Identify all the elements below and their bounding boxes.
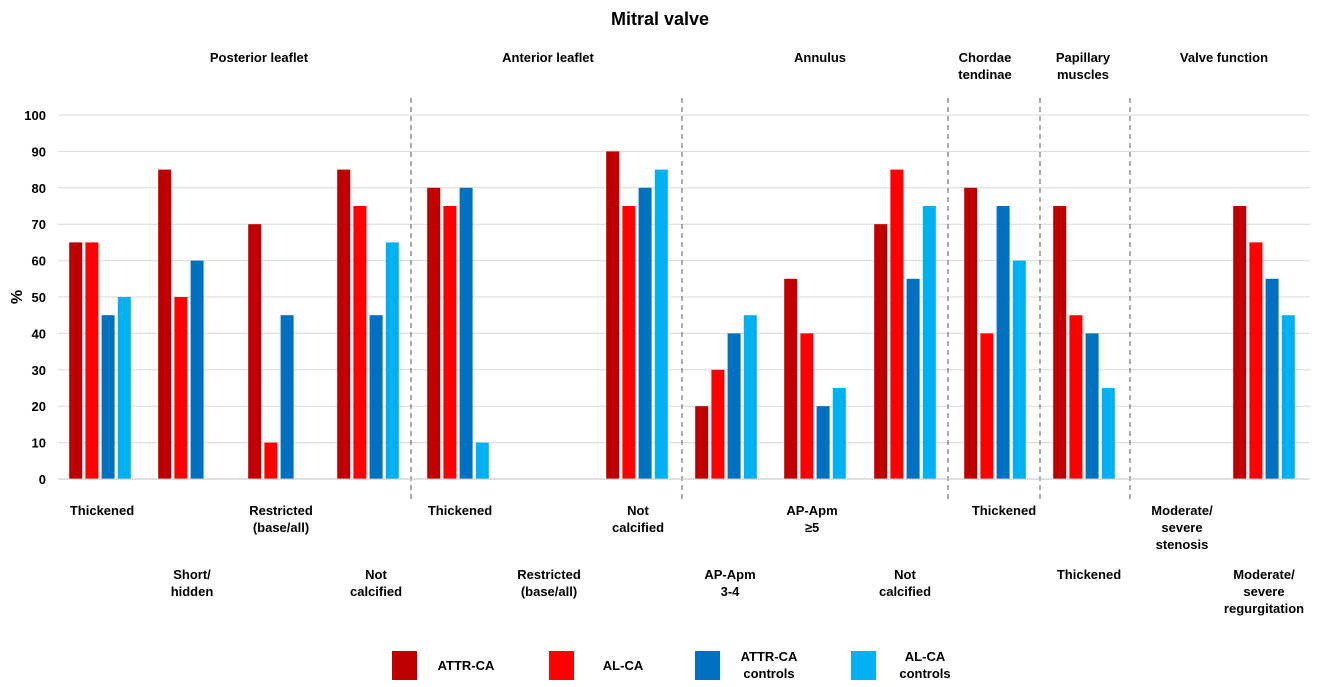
- category-label: Thickened: [1057, 567, 1121, 582]
- y-tick-label: 70: [32, 217, 46, 232]
- bar: [85, 242, 99, 479]
- y-axis-label: %: [9, 290, 26, 304]
- category-label: Moderate/severe regurgitation: [1224, 567, 1304, 616]
- chart-title: Mitral valve: [611, 9, 709, 29]
- bar: [280, 315, 294, 479]
- category-label: Thickened: [972, 503, 1036, 518]
- gridlines: [58, 114, 1310, 444]
- legend-swatch: [695, 651, 720, 680]
- category-label: Moderate/severe stenosis: [1151, 503, 1213, 552]
- group-labels: Posterior leaflet Anterior leaflet Annulus…: [210, 50, 1268, 82]
- bar: [606, 151, 620, 479]
- bar: [743, 315, 757, 479]
- bar: [1101, 388, 1115, 479]
- bar: [906, 278, 920, 479]
- bar: [475, 442, 489, 479]
- bar: [964, 187, 978, 480]
- bar: [1012, 260, 1026, 479]
- bar: [385, 242, 399, 479]
- category-label: Thickened: [70, 503, 134, 518]
- bar: [816, 406, 830, 479]
- category-label: AP-Apm ≥5: [786, 503, 837, 535]
- y-tick-label: 60: [32, 254, 46, 269]
- bar: [174, 297, 188, 479]
- bar: [459, 187, 473, 480]
- bar: [427, 187, 441, 480]
- bar: [1265, 278, 1279, 479]
- bar: [1249, 242, 1263, 479]
- bar: [1233, 206, 1247, 479]
- legend: ATTR-CA AL-CA ATTR-CA controls AL-CA controls: [392, 649, 951, 681]
- bar: [890, 169, 904, 479]
- legend-swatch: [549, 651, 574, 680]
- y-tick-label: 50: [32, 290, 46, 305]
- legend-label: ATTR-CA controls: [741, 649, 798, 681]
- bar: [1085, 333, 1099, 479]
- bar: [443, 206, 457, 479]
- legend-label: AL-CA: [603, 658, 644, 673]
- group-label: Annulus: [794, 50, 846, 65]
- group-label: Chordae tendinae: [958, 50, 1011, 82]
- legend-label: ATTR-CA: [438, 658, 495, 673]
- bar: [800, 333, 814, 479]
- category-label: Restricted (base/all): [517, 567, 581, 599]
- category-label: Not calcified: [612, 503, 664, 535]
- y-tick-label: 90: [32, 144, 46, 159]
- bar: [727, 333, 741, 479]
- y-tick-label: 30: [32, 363, 46, 378]
- bar: [1053, 206, 1067, 479]
- group-label: Anterior leaflet: [502, 50, 594, 65]
- bar: [353, 206, 367, 479]
- bar: [117, 297, 131, 479]
- bar: [980, 333, 994, 479]
- y-tick-label: 20: [32, 399, 46, 414]
- bar: [832, 388, 846, 479]
- bar: [874, 224, 888, 479]
- bar: [922, 206, 936, 479]
- bar: [784, 278, 798, 479]
- group-label: Posterior leaflet: [210, 50, 309, 65]
- y-tick-labels: 0 10 20 30 40 50 60 70 80 90 100: [24, 108, 46, 487]
- category-label: Short/hidden: [171, 567, 214, 599]
- bars: [69, 151, 1295, 480]
- bar: [711, 369, 725, 479]
- category-label: Thickened: [428, 503, 492, 518]
- bar: [638, 187, 652, 480]
- category-label: Not calcified: [350, 567, 402, 599]
- bar: [190, 260, 204, 479]
- bar: [369, 315, 383, 479]
- bar: [654, 169, 668, 479]
- legend-swatch: [392, 651, 417, 680]
- bar: [69, 242, 83, 479]
- bar: [158, 169, 172, 479]
- bar: [337, 169, 351, 479]
- group-label: Papillary muscles: [1056, 50, 1111, 82]
- bar: [101, 315, 115, 479]
- bar: [248, 224, 262, 479]
- bar: [996, 206, 1010, 479]
- y-tick-label: 40: [32, 326, 46, 341]
- y-tick-label: 10: [32, 436, 46, 451]
- bar: [622, 206, 636, 479]
- category-label: Restricted (base/all): [249, 503, 313, 535]
- category-label: Not calcified: [879, 567, 931, 599]
- legend-swatch: [851, 651, 876, 680]
- category-labels: Thickened Short/hidden Restricted (base/all…: [70, 503, 1304, 616]
- legend-label: AL-CA controls: [899, 649, 950, 681]
- bar: [264, 442, 278, 479]
- bar: [1281, 315, 1295, 479]
- group-label: Valve function: [1180, 50, 1268, 65]
- category-label: AP-Apm 3-4: [704, 567, 755, 599]
- y-tick-label: 100: [24, 108, 46, 123]
- bar: [1069, 315, 1083, 479]
- y-tick-label: 0: [39, 472, 46, 487]
- group-separators: [410, 98, 1131, 500]
- y-tick-label: 80: [32, 181, 46, 196]
- bar: [695, 406, 709, 479]
